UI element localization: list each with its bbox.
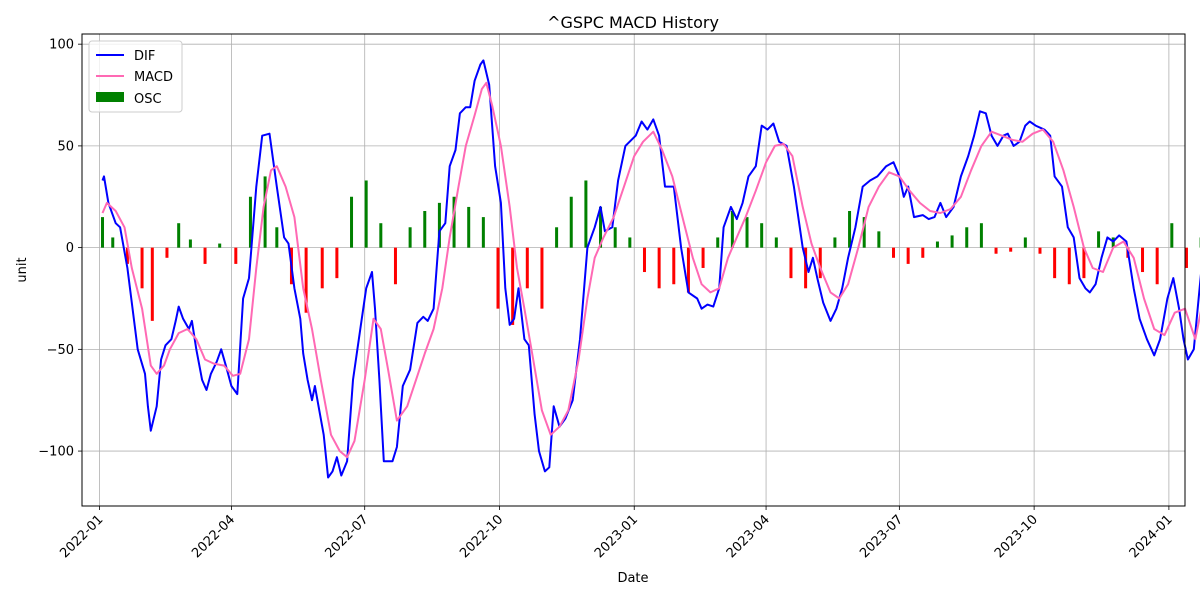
osc-bar [745, 217, 749, 248]
y-tick-label: 0 [66, 241, 74, 256]
osc-bar [125, 247, 129, 264]
osc-bar [218, 243, 222, 248]
y-axis-label: unit [15, 257, 30, 282]
osc-bar [1009, 247, 1013, 252]
osc-bar [979, 223, 983, 248]
osc-bar [613, 227, 617, 248]
osc-bar [950, 235, 954, 248]
osc-bar [1155, 247, 1159, 285]
osc-bar [935, 241, 939, 248]
y-tick-label: 50 [57, 139, 74, 154]
series-line-macd [101, 81, 1200, 459]
osc-bar [1038, 247, 1042, 254]
osc-bar [393, 247, 397, 285]
osc-bar [511, 247, 515, 325]
chart-title: ^GSPC MACD History [547, 13, 719, 32]
osc-bar [862, 217, 866, 248]
osc-bar [379, 223, 383, 248]
y-tick-label: −50 [47, 343, 74, 358]
osc-bar [1141, 247, 1145, 273]
osc-bar [188, 239, 192, 248]
osc-bar [1184, 247, 1188, 268]
osc-bar [234, 247, 238, 264]
osc-bar [437, 202, 441, 248]
osc-bar [304, 247, 308, 313]
osc-bar [642, 247, 646, 273]
legend-osc-label: OSC [134, 92, 162, 107]
osc-bar [423, 211, 427, 248]
osc-bar [496, 247, 500, 309]
legend: DIF MACD OSC [88, 40, 183, 113]
osc-bar [833, 237, 837, 248]
osc-bar [150, 247, 154, 321]
osc-bar [1097, 231, 1101, 248]
y-tick-label: −100 [38, 445, 74, 460]
osc-bar [481, 217, 485, 248]
osc-bar [540, 247, 544, 309]
osc-bar [140, 247, 144, 289]
legend-osc-swatch [96, 92, 124, 102]
osc-bar [877, 231, 881, 248]
osc-bar [275, 227, 279, 248]
osc-bar [686, 247, 690, 293]
osc-bar [350, 196, 354, 248]
osc-bar [248, 196, 252, 248]
osc-bar [408, 227, 412, 248]
osc-bar [364, 180, 368, 248]
y-tick-label: 100 [49, 38, 74, 53]
series-line-dif [101, 59, 1200, 479]
osc-bar [1053, 247, 1057, 279]
osc-bar [165, 247, 169, 258]
osc-bar [263, 176, 267, 248]
osc-bar [452, 196, 456, 248]
osc-bar [994, 247, 998, 254]
series-lines [101, 59, 1200, 479]
osc-bar [657, 247, 661, 289]
osc-bar [906, 247, 910, 264]
osc-bar [467, 206, 471, 248]
osc-bar [701, 247, 705, 268]
osc-bar [584, 180, 588, 248]
osc-bar [335, 247, 339, 279]
osc-bar [892, 247, 896, 258]
osc-bar [965, 227, 969, 248]
osc-bar [672, 247, 676, 285]
osc-bar [1067, 247, 1071, 285]
osc-bar [569, 196, 573, 248]
osc-bar [599, 206, 603, 248]
osc-bar [789, 247, 793, 279]
osc-bar [525, 247, 529, 289]
osc-bar [848, 211, 852, 248]
osc-bar [1170, 223, 1174, 248]
osc-bar [628, 237, 632, 248]
legend-dif-label: DIF [134, 49, 155, 64]
osc-bar [177, 223, 181, 248]
osc-bar [555, 227, 559, 248]
osc-bar [818, 247, 822, 279]
x-axis-label: Date [617, 571, 648, 586]
osc-bar [921, 247, 925, 258]
y-axis-ticks: 100 50 0 −50 −100 [38, 38, 82, 460]
osc-bar [101, 217, 105, 248]
osc-bar [1082, 247, 1086, 279]
osc-bar [111, 237, 115, 248]
osc-bar [760, 223, 764, 248]
osc-bar [320, 247, 324, 289]
osc-bar [716, 237, 720, 248]
osc-bar [203, 247, 207, 264]
osc-bar [1111, 237, 1115, 248]
osc-bar [804, 247, 808, 289]
osc-bar [730, 211, 734, 248]
grid-lines [82, 34, 1185, 506]
osc-bar [1023, 237, 1027, 248]
osc-bar [774, 237, 778, 248]
plot-frame [81, 33, 1186, 507]
legend-macd-label: MACD [134, 70, 173, 85]
